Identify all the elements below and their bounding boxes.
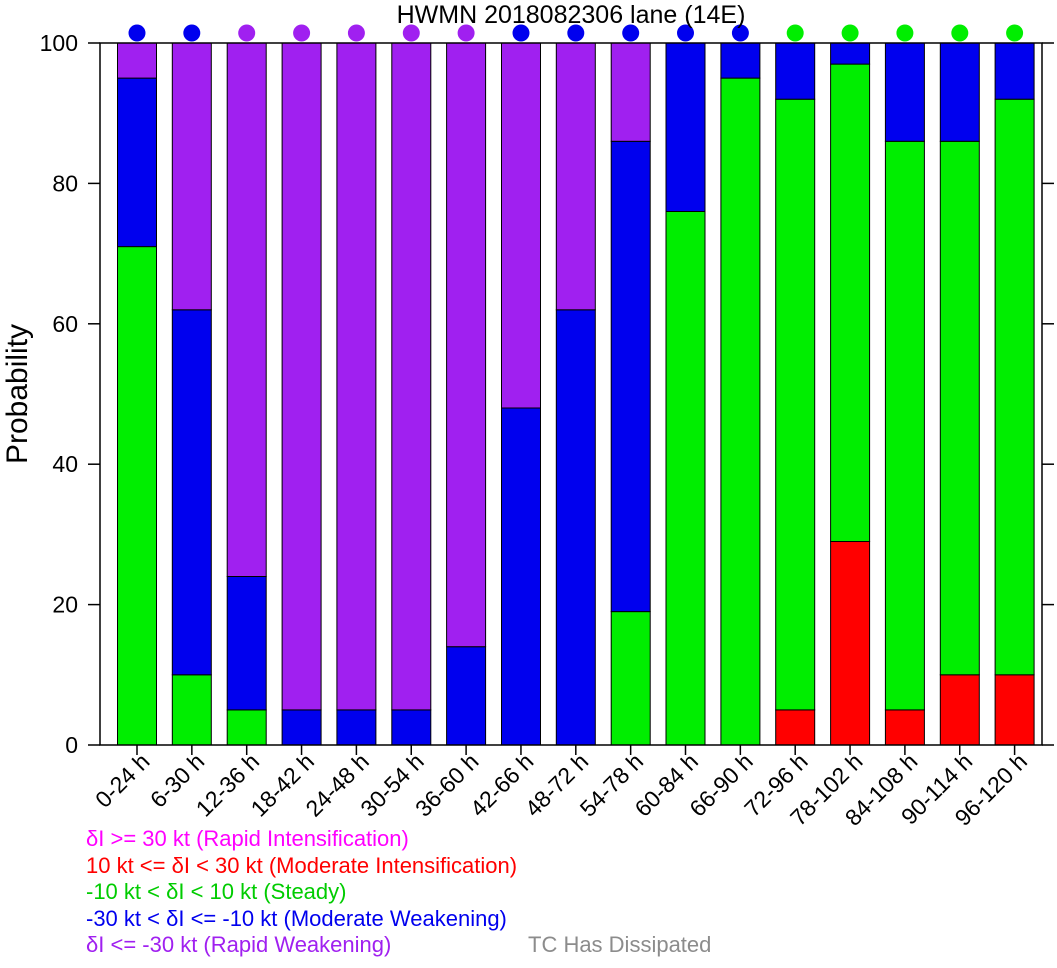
y-axis-label: Probability [1, 324, 34, 464]
legend-tc-dissipated: TC Has Dissipated [528, 932, 712, 957]
bar-segment-mw-15 [939, 42, 980, 142]
bar-segment-st-14 [884, 140, 925, 711]
bar-segment-mw-11 [720, 42, 761, 79]
top-marker-6 [457, 24, 475, 42]
plot-frame [99, 42, 1043, 746]
y-tick-label: 40 [52, 451, 78, 477]
top-marker-0 [128, 24, 146, 42]
top-marker-2 [238, 24, 256, 42]
top-marker-16 [1006, 24, 1024, 42]
top-marker-4 [347, 24, 365, 42]
bar-segment-mw-6 [446, 646, 487, 746]
top-marker-9 [622, 24, 640, 42]
bar-segment-rw-9 [610, 42, 651, 142]
bar-segment-mw-5 [391, 709, 432, 746]
bar-segment-mw-16 [994, 42, 1035, 100]
bar-segment-st-2 [226, 709, 267, 746]
bar-segment-mw-13 [830, 42, 871, 65]
y-axis: 0 20 40 60 80 100 [40, 30, 1054, 758]
legend-moderate-weakening: -30 kt < δI <= -10 kt (Moderate Weakenin… [86, 905, 507, 931]
bar-segment-mw-7 [501, 407, 541, 746]
bar-segment-st-12 [775, 98, 816, 711]
top-marker-14 [896, 24, 914, 42]
bar-segment-rw-7 [501, 42, 541, 409]
bar-segment-st-16 [994, 98, 1035, 676]
top-marker-8 [567, 24, 585, 42]
bar-segment-mw-14 [884, 42, 925, 142]
top-marker-7 [512, 24, 530, 42]
bar-segment-st-9 [610, 611, 651, 746]
bar-segment-st-1 [171, 674, 212, 746]
bar-segment-mi-15 [939, 674, 980, 746]
y-tick-label: 80 [52, 170, 78, 196]
bar-segment-rw-5 [391, 42, 432, 711]
bar-segment-rw-8 [555, 42, 596, 311]
top-marker-10 [677, 24, 694, 42]
top-marker-5 [402, 24, 420, 42]
bar-segment-mw-10 [665, 42, 706, 212]
y-tick-label: 0 [65, 732, 78, 758]
bar-segment-st-13 [830, 63, 871, 542]
legend-rapid-weakening: δI <= -30 kt (Rapid Weakening) [86, 932, 392, 957]
bar-segment-st-11 [720, 77, 761, 746]
top-marker-3 [293, 24, 311, 42]
y-tick-label: 20 [52, 592, 78, 618]
y-tick-label: 100 [40, 30, 78, 56]
top-marker-11 [731, 24, 749, 42]
top-marker-15 [951, 24, 969, 42]
top-marker-13 [841, 24, 859, 42]
bar-segment-st-10 [665, 211, 706, 746]
bar-segment-mw-1 [171, 309, 212, 676]
bars-layer [117, 42, 1035, 746]
chart-title: HWMN 2018082306 lane (14E) [397, 1, 746, 29]
top-marker-12 [786, 24, 804, 42]
bar-segment-mi-16 [994, 674, 1035, 746]
bar-segment-mw-12 [775, 42, 816, 100]
legend-rapid-intensification: δI >= 30 kt (Rapid Intensification) [86, 826, 409, 851]
bar-segment-mw-4 [336, 709, 377, 746]
top-markers-layer [128, 24, 1024, 42]
bar-segment-mw-8 [555, 309, 596, 746]
bar-segment-rw-3 [281, 42, 322, 711]
bar-segment-mi-14 [884, 709, 925, 746]
top-marker-1 [183, 24, 201, 42]
bar-segment-mw-3 [281, 709, 322, 746]
bar-segment-rw-2 [226, 42, 267, 577]
bar-segment-rw-0 [117, 42, 157, 79]
bar-segment-rw-1 [171, 42, 212, 311]
legend-steady: -10 kt < δI < 10 kt (Steady) [86, 879, 347, 904]
legend: δI >= 30 kt (Rapid Intensification) 10 k… [86, 826, 517, 959]
bar-segment-rw-6 [446, 42, 487, 648]
bar-segment-mi-13 [830, 540, 871, 746]
bar-segment-mi-12 [775, 709, 816, 746]
bar-segment-mw-9 [610, 140, 651, 613]
legend-moderate-intensification: 10 kt <= δI < 30 kt (Moderate Intensific… [86, 852, 518, 878]
x-tick-label: 0-24 h [90, 748, 155, 813]
bar-segment-mw-2 [226, 576, 267, 711]
bar-segment-mw-0 [117, 77, 157, 248]
bar-segment-st-0 [117, 246, 157, 746]
bar-segment-rw-4 [336, 42, 377, 711]
x-axis: 0-24 h6-30 h12-36 h18-42 h24-48 h30-54 h… [90, 745, 1032, 831]
bar-segment-st-15 [939, 140, 980, 676]
y-tick-label: 60 [52, 311, 78, 337]
